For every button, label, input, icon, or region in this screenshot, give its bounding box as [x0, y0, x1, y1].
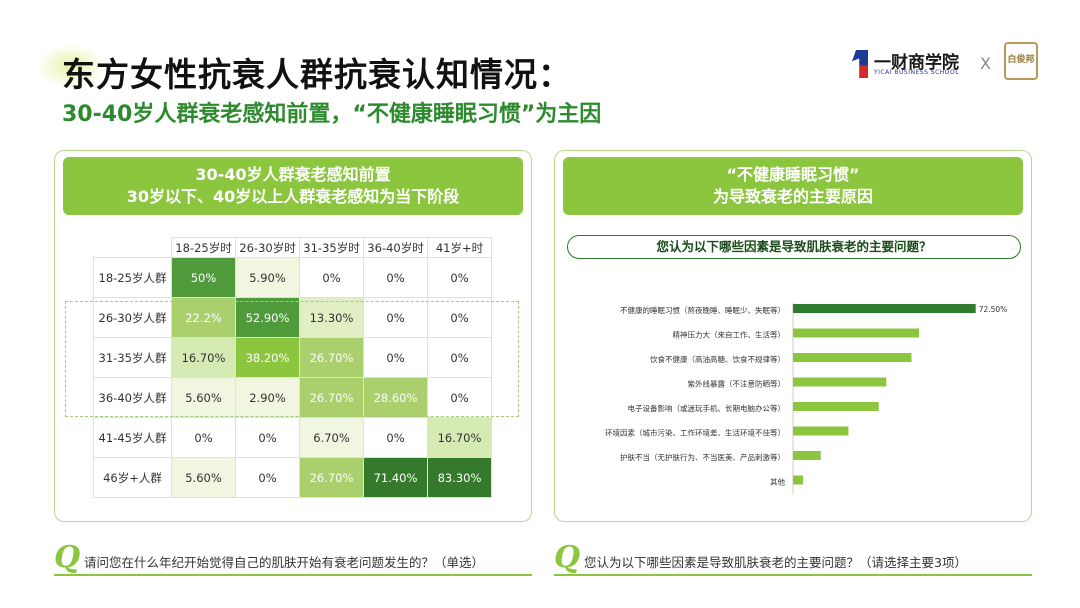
heatmap-cell: 0% — [171, 417, 236, 458]
bar-category-label: 饮食不健康（高油高糖、饮食不规律等） — [650, 354, 785, 364]
left-footer: Q 请问您在什么年纪开始觉得自己的肌肤开始有衰老问题发生的？（单选） — [54, 540, 532, 576]
heatmap-row-label: 18-25岁人群 — [93, 257, 172, 298]
bar-category-label: 精神压力大（来自工作、生活等） — [673, 330, 786, 340]
heatmap-cell: 0% — [235, 417, 300, 458]
logo-separator: X — [980, 54, 991, 73]
heatmap-cell: 0% — [427, 337, 492, 378]
heatmap-cell: 26.70% — [299, 457, 364, 498]
yicai-logo: 一财商学院 YICAI BUSINESS SCHOOL — [852, 48, 972, 80]
bar — [793, 475, 804, 485]
bar — [793, 377, 887, 387]
bar-header-line2: 为导致衰老的主要原因 — [712, 187, 873, 206]
bar — [793, 451, 821, 460]
heatmap-cell: 0% — [427, 257, 492, 298]
heatmap-cell: 5.60% — [171, 457, 236, 498]
right-footer: Q 您认为以下哪些因素是导致肌肤衰老的主要问题？（请选择主要3项） — [554, 540, 1032, 576]
right-question-text: 您认为以下哪些因素是导致肌肤衰老的主要问题？（请选择主要3项） — [584, 555, 967, 570]
heatmap-cell: 0% — [427, 377, 492, 418]
heatmap-cell: 28.60% — [363, 377, 428, 418]
heatmap-cell: 52.90% — [235, 297, 300, 338]
heatmap-table: 18-25岁时 26-30岁时 31-35岁时 36-40岁时 41岁+时 18-25岁人… — [93, 237, 492, 498]
heatmap-cell: 5.60% — [171, 377, 236, 418]
bar-category-label: 其他 — [770, 477, 785, 487]
heatmap-col-header: 41岁+时 — [427, 237, 492, 258]
heatmap-cell: 0% — [363, 337, 428, 378]
bar — [793, 353, 912, 362]
heatmap-panel-header: 30-40岁人群衰老感知前置 30岁以下、40岁以上人群衰老感知为当下阶段 — [63, 157, 523, 215]
bar-header-line1: “不健康睡眠习惯” — [726, 165, 860, 185]
heatmap-cell: 6.70% — [299, 417, 364, 458]
heatmap-cell: 16.70% — [171, 337, 236, 378]
yicai-logo-mark-icon — [852, 50, 868, 78]
bar-category-label: 环境因素（城市污染、工作环境差、生活环境不佳等） — [605, 428, 785, 438]
bar-category-label: 紫外线暴露（不注意防晒等） — [688, 379, 786, 389]
bar-value-label: 72.50% — [979, 305, 1008, 314]
heatmap-cell: 0% — [235, 457, 300, 498]
left-question-text: 请问您在什么年纪开始觉得自己的肌肤开始有衰老问题发生的？（单选） — [84, 555, 485, 570]
page-subtitle: 30-40岁人群衰老感知前置，“不健康睡眠习惯”为主因 — [62, 102, 602, 127]
left-footer-line — [54, 574, 532, 576]
heatmap-cell: 26.70% — [299, 337, 364, 378]
heatmap-cell: 0% — [427, 297, 492, 338]
heatmap-panel: 30-40岁人群衰老感知前置 30岁以下、40岁以上人群衰老感知为当下阶段 18… — [54, 150, 532, 522]
heatmap-cell: 2.90% — [235, 377, 300, 418]
partner-badge-icon: 白俊邦 — [1004, 42, 1038, 80]
bar-category-label: 不健康的睡眠习惯（熬夜晚睡、睡眠少、失眠等） — [620, 305, 785, 315]
heatmap-col-header: 31-35岁时 — [299, 237, 364, 258]
heatmap-cell: 50% — [171, 257, 236, 298]
heatmap-cell: 0% — [363, 297, 428, 338]
bar — [793, 426, 849, 436]
heatmap-cell: 0% — [363, 257, 428, 298]
heatmap-col-header: 18-25岁时 — [171, 237, 236, 258]
heatmap-cell: 0% — [299, 257, 364, 298]
heatmap-corner — [93, 237, 172, 258]
heatmap-cell: 71.40% — [363, 457, 428, 498]
bar-category-label: 电子设备影响（或迷玩手机、长期电脑办公等） — [628, 403, 786, 413]
bar-panel-header: “不健康睡眠习惯” 为导致衰老的主要原因 — [563, 157, 1023, 215]
heatmap-col-header: 36-40岁时 — [363, 237, 428, 258]
title-highlight — [36, 44, 106, 88]
heatmap-cell: 13.30% — [299, 297, 364, 338]
heatmap-cell: 83.30% — [427, 457, 492, 498]
heatmap-row-label: 41-45岁人群 — [93, 417, 172, 458]
bar-panel: “不健康睡眠习惯” 为导致衰老的主要原因 您认为以下哪些因素是导致肌肤衰老的主要… — [554, 150, 1032, 522]
heatmap-row-label: 46岁+人群 — [93, 457, 172, 498]
bar — [793, 304, 976, 313]
heatmap-cell: 38.20% — [235, 337, 300, 378]
heatmap-row-label: 26-30岁人群 — [93, 297, 172, 338]
bar-chart: 不健康的睡眠习惯（熬夜晚睡、睡眠少、失眠等） 72.50% 精神压力大（来自工作、生… — [605, 303, 1008, 495]
heatmap-col-header: 26-30岁时 — [235, 237, 300, 258]
right-footer-line — [554, 574, 1032, 576]
heatmap-header-line1: 30-40岁人群衰老感知前置 — [195, 165, 391, 185]
left-q-icon: Q — [54, 540, 81, 575]
heatmap-row-label: 31-35岁人群 — [93, 337, 172, 378]
right-q-icon: Q — [554, 540, 581, 575]
logo-name: 一财商学院 — [874, 53, 959, 73]
heatmap-cell: 22.2% — [171, 297, 236, 338]
logo-english: YICAI BUSINESS SCHOOL — [874, 69, 960, 76]
page-title: 东方女性抗衰人群抗衰认知情况： — [62, 55, 572, 94]
bar — [793, 402, 879, 411]
bar-category-label: 护肤不当（无护肤行为、不当医美、产品刺激等） — [620, 452, 785, 462]
heatmap-cell: 0% — [363, 417, 428, 458]
heatmap-row-label: 36-40岁人群 — [93, 377, 172, 418]
bar — [793, 328, 919, 338]
question-pill: 您认为以下哪些因素是导致肌肤衰老的主要问题？ — [567, 235, 1021, 259]
heatmap-cell: 16.70% — [427, 417, 492, 458]
heatmap-header-line2: 30岁以下、40岁以上人群衰老感知为当下阶段 — [126, 187, 460, 206]
heatmap-cell: 5.90% — [235, 257, 300, 298]
heatmap-cell: 26.70% — [299, 377, 364, 418]
